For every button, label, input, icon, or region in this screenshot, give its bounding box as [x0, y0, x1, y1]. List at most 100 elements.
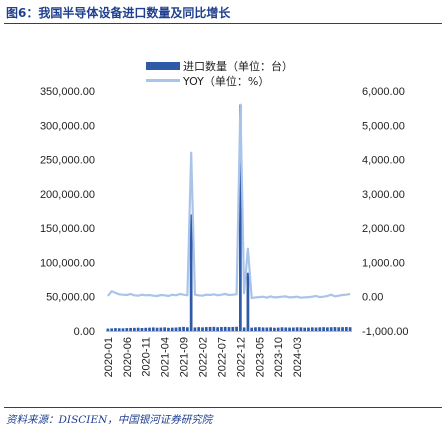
bar-imports — [269, 327, 272, 331]
right-y-tick-label: 6,000.00 — [362, 86, 405, 98]
bar-imports — [257, 327, 261, 331]
bar-imports — [322, 327, 325, 331]
left-y-tick-label: 50,000.00 — [46, 292, 95, 304]
bar-imports — [193, 327, 197, 331]
bar-imports — [125, 328, 129, 331]
legend-item-imports: 进口数量（单位：台） — [146, 58, 293, 73]
bar-imports — [144, 327, 148, 331]
left-y-tick-label: 200,000.00 — [40, 189, 95, 201]
bar-imports — [307, 327, 310, 331]
legend-swatch-line — [146, 79, 180, 82]
x-tick-label: 2022-02 — [198, 337, 210, 377]
bar-imports — [110, 328, 114, 331]
bar-imports — [212, 326, 216, 331]
x-axis: 2020-01 2020-06 2020-11 2021-04 2021-09 2022-… — [103, 331, 352, 377]
bar-imports — [170, 327, 174, 331]
bar-imports — [136, 327, 140, 331]
x-tick-label: 2021-09 — [179, 337, 191, 377]
bar-imports — [106, 328, 110, 331]
bar-imports — [318, 327, 322, 331]
chart-legend: 进口数量（单位：台） YOY（单位：%） — [146, 58, 293, 88]
bar-imports — [186, 327, 189, 331]
bar-imports — [326, 327, 329, 331]
bar-imports — [159, 327, 163, 331]
bar-imports — [220, 327, 223, 331]
bar-imports — [189, 214, 193, 331]
x-tick-label: 2022-07 — [216, 337, 228, 377]
bar-imports — [114, 328, 117, 331]
figure-title: 图6：我国半导体设备进口数量及同比增长 — [6, 6, 231, 20]
bar-imports — [337, 327, 341, 331]
right-y-tick-label: -1,000.00 — [362, 326, 408, 338]
bar-imports — [344, 327, 348, 331]
bar-imports — [254, 327, 257, 331]
title-divider — [4, 23, 442, 24]
right-y-axis: -1,000.00 0.00 1,000.00 2,000.00 3,000.00 4,0… — [362, 86, 408, 338]
left-y-tick-label: 150,000.00 — [40, 223, 95, 235]
bar-imports — [208, 326, 212, 331]
bar-imports — [182, 326, 185, 331]
line-yoy — [107, 103, 351, 300]
bar-imports — [174, 327, 178, 331]
left-y-tick-label: 300,000.00 — [40, 120, 95, 132]
bar-imports — [295, 327, 299, 331]
bar-imports — [167, 327, 170, 331]
x-tick-label: 2024-03 — [292, 337, 304, 377]
right-y-tick-label: 1,000.00 — [362, 257, 405, 269]
bar-imports — [121, 328, 125, 331]
left-y-tick-label: 0.00 — [74, 326, 95, 338]
right-y-tick-label: 0.00 — [362, 292, 383, 304]
right-y-tick-label: 3,000.00 — [362, 189, 405, 201]
x-tick-label: 2020-01 — [103, 337, 115, 377]
x-tick-label: 2021-04 — [160, 337, 172, 377]
bar-imports — [341, 327, 344, 331]
bar-imports — [117, 328, 121, 331]
bar-imports — [155, 327, 159, 331]
bar-imports — [303, 327, 307, 331]
bar-imports — [273, 327, 276, 331]
line-series-yoy — [107, 103, 351, 300]
bar-series-imports — [106, 104, 352, 331]
bar-imports — [276, 327, 280, 331]
bar-imports — [246, 272, 250, 331]
bar-imports — [151, 327, 155, 331]
x-tick-label: 2023-10 — [273, 337, 285, 377]
bar-imports — [223, 326, 227, 331]
bar-imports — [261, 327, 265, 331]
bar-imports — [291, 327, 295, 331]
right-y-tick-label: 5,000.00 — [362, 120, 405, 132]
bar-imports — [250, 327, 254, 331]
legend-item-yoy: YOY（单位：%） — [146, 73, 293, 88]
footer-divider — [4, 407, 442, 408]
bar-imports — [178, 327, 182, 331]
bar-imports — [216, 327, 220, 331]
x-tick-label: 2023-05 — [254, 337, 266, 377]
bar-imports — [333, 327, 337, 331]
bar-imports — [231, 326, 235, 331]
left-y-axis: 0.00 50,000.00 100,000.00 150,000.00 200,000… — [40, 86, 95, 338]
bar-imports — [284, 327, 288, 331]
x-tick-label: 2020-11 — [141, 337, 153, 377]
bar-imports — [299, 327, 303, 331]
bar-imports — [133, 327, 136, 331]
bar-imports — [242, 327, 246, 331]
bar-imports — [348, 327, 352, 331]
source-note: 资料来源：DISCIEN，中国银河证券研究院 — [6, 414, 213, 426]
bar-imports — [329, 327, 333, 331]
x-tick-label: 2022-12 — [235, 337, 247, 377]
right-y-tick-label: 4,000.00 — [362, 155, 405, 167]
bar-imports — [148, 327, 151, 331]
bar-imports — [204, 327, 208, 331]
left-y-tick-label: 100,000.00 — [40, 257, 95, 269]
right-y-tick-label: 2,000.00 — [362, 223, 405, 235]
bar-imports — [265, 327, 269, 331]
left-y-tick-label: 250,000.00 — [40, 155, 95, 167]
bar-imports — [197, 327, 201, 331]
legend-label-imports: 进口数量（单位：台） — [183, 59, 293, 73]
bar-imports — [227, 327, 231, 331]
bar-imports — [280, 327, 284, 331]
bar-imports — [238, 104, 242, 331]
bar-imports — [310, 327, 314, 331]
legend-swatch-bar — [146, 61, 180, 70]
